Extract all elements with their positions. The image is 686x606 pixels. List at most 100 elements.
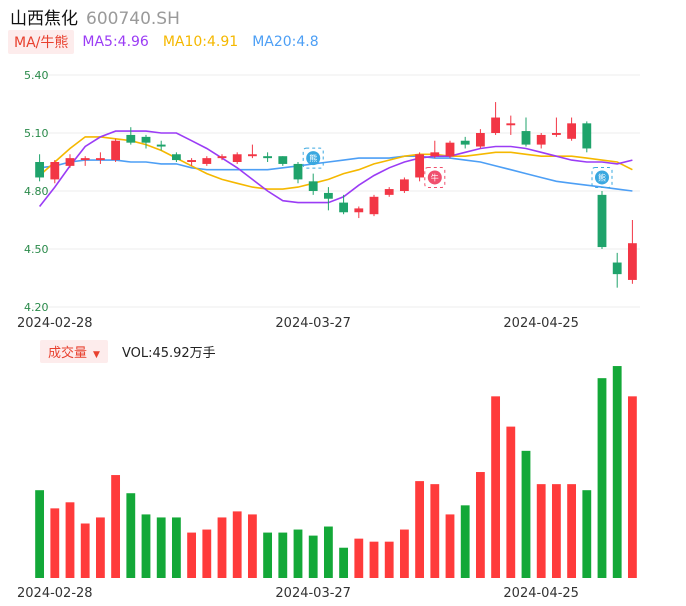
volume-bar xyxy=(232,511,242,578)
badge-circle xyxy=(427,170,442,185)
candle xyxy=(506,115,516,135)
badge-label: 牛 xyxy=(431,172,439,182)
candle xyxy=(263,152,273,162)
candle-body xyxy=(35,162,45,178)
candle xyxy=(445,140,455,159)
volume-bars xyxy=(35,366,637,578)
volume-bar xyxy=(65,502,75,578)
candle xyxy=(339,194,349,215)
badge-circle xyxy=(595,170,609,185)
candle-body xyxy=(339,202,349,213)
candle-body xyxy=(80,158,90,161)
candle-body xyxy=(627,243,637,280)
candle-body xyxy=(323,192,333,199)
volume-bar xyxy=(323,526,333,578)
volume-bar xyxy=(445,514,455,578)
ma10-line xyxy=(39,136,633,190)
volume-bar xyxy=(156,517,166,578)
volume-bar xyxy=(126,493,136,578)
candle-body xyxy=(263,156,273,159)
volume-x-axis: 2024-02-28 2024-03-27 2024-04-25 xyxy=(17,586,579,601)
x-tick-label: 2024-03-27 xyxy=(275,586,351,601)
candle xyxy=(50,160,60,184)
candle xyxy=(475,129,485,149)
volume-bar xyxy=(369,541,379,578)
dropdown-arrow-icon: ▼ xyxy=(93,349,100,360)
volume-bar xyxy=(141,514,151,578)
volume-bar xyxy=(171,517,181,578)
candle-body xyxy=(247,154,257,157)
candle-body xyxy=(475,133,485,147)
volume-bar xyxy=(202,529,212,578)
candle-body xyxy=(460,140,470,145)
candle xyxy=(460,136,470,149)
candle-body xyxy=(612,262,622,275)
candle-body xyxy=(141,136,151,143)
candle-body xyxy=(384,189,394,195)
candle xyxy=(536,133,546,149)
candle xyxy=(141,134,151,149)
ma-legend: MA/牛熊 MA5:4.96 MA10:4.91 MA20:4.8 xyxy=(8,30,333,54)
candle-body xyxy=(399,179,409,191)
candle xyxy=(627,220,637,284)
candle xyxy=(111,138,121,162)
volume-bar xyxy=(384,541,394,578)
badge-label: 熊 xyxy=(309,153,317,163)
candle-body xyxy=(369,196,379,215)
volume-bar xyxy=(278,532,288,578)
volume-bar xyxy=(506,426,516,578)
volume-bar xyxy=(50,508,60,578)
candle xyxy=(323,187,333,211)
candle xyxy=(217,154,227,161)
volume-bar xyxy=(627,396,637,578)
volume-bar xyxy=(308,535,318,578)
candle xyxy=(65,154,75,168)
volume-legend: 成交量 ▼ VOL:45.92万手 xyxy=(40,339,216,363)
x-tick-label: 2024-02-28 xyxy=(17,316,93,331)
ma-indicator-selector[interactable]: MA/牛熊 xyxy=(8,30,75,54)
volume-bar xyxy=(111,475,121,578)
badge-frame xyxy=(591,166,613,188)
candle-body xyxy=(293,163,303,180)
candle xyxy=(308,173,318,195)
candle-body xyxy=(111,140,121,161)
volume-value: VOL:45.92万手 xyxy=(121,345,216,361)
candle xyxy=(369,194,379,217)
badge-circle xyxy=(306,151,321,166)
candle xyxy=(354,206,364,219)
candle-body xyxy=(430,152,440,157)
candle-body xyxy=(171,154,181,161)
candle-body xyxy=(187,160,197,162)
candle xyxy=(567,117,577,141)
volume-bar xyxy=(339,547,349,578)
candle xyxy=(156,140,166,151)
y-tick-label: 4.80 xyxy=(24,185,49,198)
y-tick-label: 4.20 xyxy=(24,301,49,314)
volume-bar xyxy=(612,366,622,578)
volume-bar xyxy=(597,378,607,578)
volume-bar xyxy=(187,532,197,578)
price-grid xyxy=(32,74,640,308)
stock-code: 600740.SH xyxy=(86,9,180,29)
y-tick-label: 5.10 xyxy=(24,127,49,140)
candle xyxy=(171,152,181,162)
volume-bar xyxy=(475,472,485,578)
candle-body xyxy=(126,134,136,143)
candle xyxy=(597,191,607,249)
candle-body xyxy=(582,123,592,149)
volume-bar xyxy=(399,529,409,578)
volume-bar xyxy=(491,396,501,578)
candle xyxy=(415,152,425,182)
candle-body xyxy=(491,117,501,133)
candle-body xyxy=(156,144,166,147)
candle-body xyxy=(65,158,75,166)
volume-indicator-selector[interactable]: 成交量 ▼ xyxy=(40,339,108,363)
candle-body xyxy=(445,142,455,157)
x-tick-label: 2024-02-28 xyxy=(17,586,93,601)
price-y-axis: 5.40 5.10 4.80 4.50 4.20 xyxy=(24,69,49,314)
moving-average-lines xyxy=(38,130,633,207)
candlesticks xyxy=(35,102,637,288)
candle xyxy=(95,152,105,164)
signal-badges: 熊牛熊 xyxy=(302,147,613,188)
